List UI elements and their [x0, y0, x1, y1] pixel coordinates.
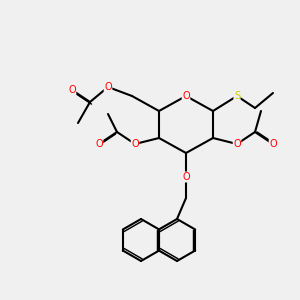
Text: O: O [182, 172, 190, 182]
Text: O: O [68, 85, 76, 95]
Text: O: O [233, 139, 241, 149]
Text: O: O [269, 139, 277, 149]
Text: O: O [104, 82, 112, 92]
Text: S: S [234, 91, 240, 101]
Text: O: O [131, 139, 139, 149]
Text: O: O [182, 91, 190, 101]
Text: O: O [95, 139, 103, 149]
